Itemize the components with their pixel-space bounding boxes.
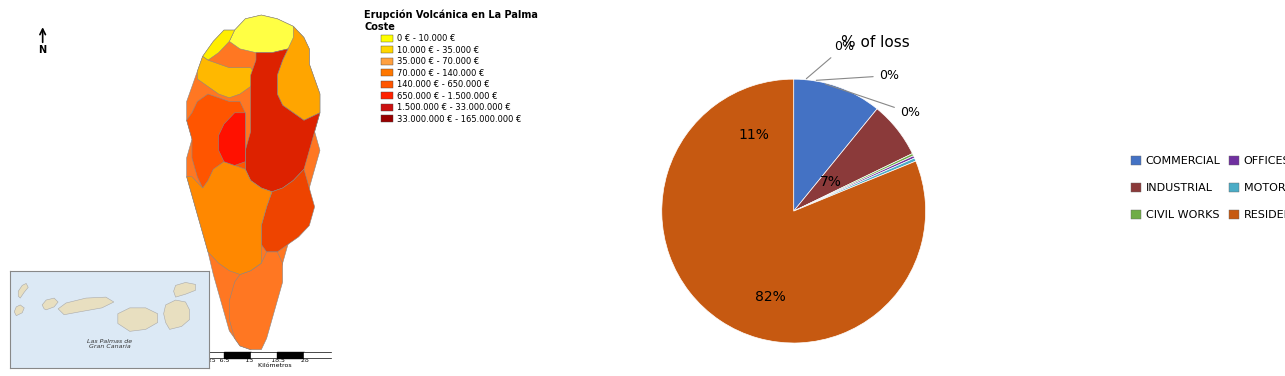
Polygon shape	[14, 305, 24, 316]
Polygon shape	[18, 284, 28, 298]
Polygon shape	[186, 94, 245, 196]
Wedge shape	[794, 153, 914, 211]
Text: 7%: 7%	[820, 175, 842, 189]
Polygon shape	[229, 252, 283, 350]
Polygon shape	[261, 169, 315, 252]
Legend: 0 € - 10.000 €, 10.000 € - 35.000 €, 35.000 € - 70.000 €, 70.000 € - 140.000 €, : 0 € - 10.000 €, 10.000 € - 35.000 €, 35.…	[362, 8, 540, 125]
Wedge shape	[794, 158, 916, 211]
Text: 82%: 82%	[754, 290, 785, 304]
Polygon shape	[173, 282, 195, 297]
Text: Las Palmas de
Gran Canaria: Las Palmas de Gran Canaria	[87, 339, 132, 349]
Wedge shape	[794, 109, 912, 211]
Polygon shape	[163, 300, 190, 329]
Polygon shape	[118, 308, 158, 331]
Polygon shape	[58, 297, 114, 315]
Text: % of loss: % of loss	[842, 35, 910, 50]
Polygon shape	[186, 15, 320, 350]
Polygon shape	[245, 49, 320, 192]
Text: 0%: 0%	[825, 84, 920, 119]
Polygon shape	[278, 26, 320, 120]
Polygon shape	[229, 15, 305, 53]
Text: N: N	[39, 45, 46, 55]
Polygon shape	[198, 56, 256, 98]
Wedge shape	[662, 79, 925, 343]
Text: 11%: 11%	[739, 127, 770, 142]
Text: 0%: 0%	[816, 69, 898, 82]
Wedge shape	[794, 156, 915, 211]
Text: 0%: 0%	[807, 40, 853, 79]
Legend: COMMERCIAL, INDUSTRIAL, CIVIL WORKS, OFFICES, MOTOR VEHICLES, RESIDENTIAL: COMMERCIAL, INDUSTRIAL, CIVIL WORKS, OFF…	[1128, 152, 1285, 224]
Wedge shape	[794, 79, 878, 211]
Polygon shape	[186, 162, 272, 274]
Text: 0   0.25  6.5        13         18.5        28
                        Kilómetro: 0 0.25 6.5 13 18.5 28 Kilómetro	[193, 358, 308, 368]
Polygon shape	[203, 30, 235, 60]
Polygon shape	[42, 298, 58, 310]
Polygon shape	[218, 113, 245, 165]
